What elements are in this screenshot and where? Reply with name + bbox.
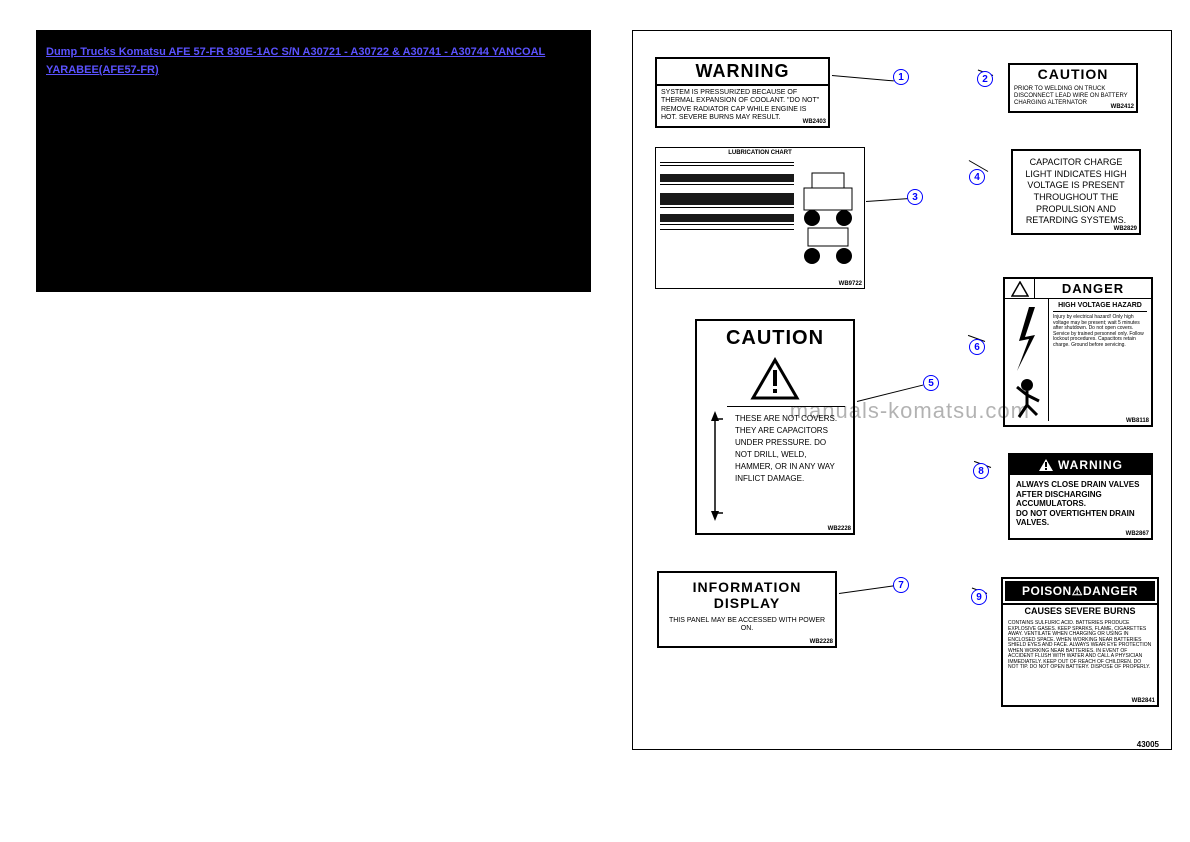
label-code: WB2841	[1132, 698, 1155, 704]
leader-line	[866, 198, 908, 202]
label-title: DANGER	[1035, 279, 1151, 298]
warning-label-coolant: WARNING SYSTEM IS PRESSURIZED BECAUSE OF…	[655, 57, 830, 128]
callout-3: 3	[907, 189, 923, 205]
product-link[interactable]: Dump Trucks Komatsu AFE 57-FR 830E-1AC S…	[46, 46, 545, 76]
label-code: WB2403	[803, 119, 826, 125]
truck-icon	[798, 168, 860, 278]
callout-2: 2	[977, 71, 993, 87]
label-body: THIS PANEL MAY BE ACCESSED WITH POWER ON…	[659, 615, 835, 646]
title-panel: Dump Trucks Komatsu AFE 57-FR 830E-1AC S…	[36, 30, 591, 292]
label-body: CAPACITOR CHARGE LIGHT INDICATES HIGH VO…	[1013, 151, 1139, 233]
callout-5: 5	[923, 375, 939, 391]
callout-6: 6	[969, 339, 985, 355]
lubrication-chart-label: LUBRICATION CHART WB9722	[655, 147, 865, 289]
leader-line	[832, 75, 894, 81]
information-display-label: INFORMATION DISPLAY THIS PANEL MAY BE AC…	[657, 571, 837, 648]
callout-4: 4	[969, 169, 985, 185]
label-title: WARNING	[657, 59, 828, 86]
arrow-bracket-icon	[705, 411, 725, 521]
caution-capacitor-label: CAUTION THESE ARE NOT COVERS. THEY ARE C…	[695, 319, 855, 535]
capacitor-charge-label: CAPACITOR CHARGE LIGHT INDICATES HIGH VO…	[1011, 149, 1141, 235]
warning-triangle-icon	[1038, 458, 1054, 472]
label-code: WB2228	[828, 526, 851, 532]
label-title: WARNING	[1058, 458, 1123, 472]
page-code: 43005	[1137, 740, 1159, 749]
callout-9: 9	[971, 589, 987, 605]
callout-8: 8	[973, 463, 989, 479]
label-subtitle: HIGH VOLTAGE HAZARD	[1053, 302, 1147, 312]
label-code: WB8118	[1126, 418, 1149, 424]
label-code: WB2412	[1111, 104, 1134, 110]
label-body: Injury by electrical hazard! Only high v…	[1053, 312, 1147, 348]
label-title-line1: INFORMATION	[659, 573, 835, 595]
warning-triangle-icon	[1011, 281, 1029, 297]
label-body: ALWAYS CLOSE DRAIN VALVES AFTER DISCHARG…	[1010, 475, 1151, 538]
label-title: CAUTION	[1010, 65, 1136, 83]
label-body: CONTAINS SULFURIC ACID. BATTERIES PRODUC…	[1003, 619, 1157, 679]
label-title-line2: DISPLAY	[659, 595, 835, 615]
label-code: WB2867	[1126, 531, 1149, 537]
callout-7: 7	[893, 577, 909, 593]
label-code: WB2829	[1114, 226, 1137, 232]
decal-diagram: WARNING SYSTEM IS PRESSURIZED BECAUSE OF…	[632, 30, 1172, 750]
label-title: POISON⚠DANGER	[1003, 579, 1157, 603]
leader-line	[839, 585, 895, 594]
watermark-text: manuals-komatsu.com	[790, 398, 1030, 424]
warning-drain-valves-label: WARNING ALWAYS CLOSE DRAIN VALVES AFTER …	[1008, 453, 1153, 540]
label-subtitle: CAUSES SEVERE BURNS	[1003, 603, 1157, 619]
label-title: LUBRICATION CHART	[656, 148, 864, 158]
poison-danger-label: POISON⚠DANGER CAUSES SEVERE BURNS CONTAI…	[1001, 577, 1159, 707]
label-code: WB2228	[810, 639, 833, 645]
caution-label-welding: CAUTION PRIOR TO WELDING ON TRUCK DISCON…	[1008, 63, 1138, 113]
label-code: WB9722	[839, 281, 862, 287]
callout-1: 1	[893, 69, 909, 85]
label-title: CAUTION	[697, 321, 853, 352]
warning-triangle-icon	[749, 356, 801, 402]
